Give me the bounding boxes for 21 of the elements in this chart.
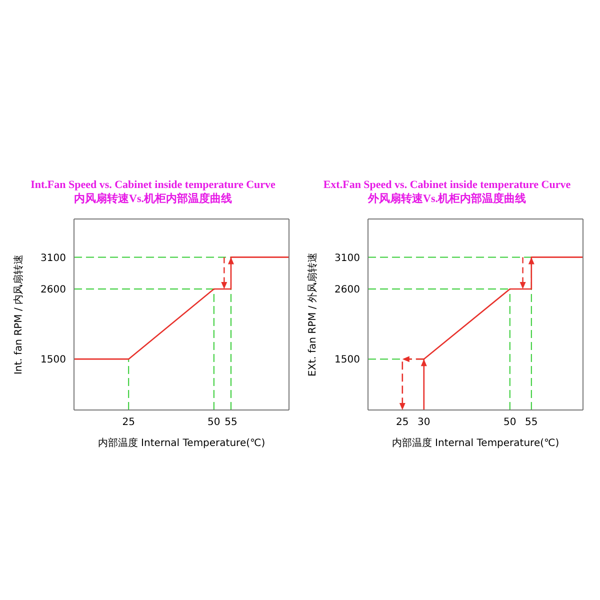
chart-subtitle: 内风扇转速Vs.机柜内部温度曲线: [73, 192, 233, 206]
y-tick-label: 1500: [40, 354, 66, 366]
x-tick-label: 25: [396, 417, 409, 428]
chart-subtitle: 外风扇转速Vs.机柜内部温度曲线: [366, 192, 527, 206]
x-tick-label: 50: [208, 417, 220, 428]
x-tick-label: 30: [418, 417, 430, 428]
x-axis-title: 内部温度 Internal Temperature(℃): [98, 437, 266, 449]
y-tick-label: 2600: [40, 284, 66, 296]
x-tick-label: 50: [504, 417, 516, 428]
x-axis-title: 内部温度 Internal Temperature(℃): [392, 437, 560, 449]
chart-title: Ext.Fan Speed vs. Cabinet inside temperature Curve: [322, 178, 572, 192]
x-tick-label: 55: [525, 417, 538, 428]
y-axis-title: Int. fan RPM / 内风扇转速: [12, 254, 25, 375]
y-tick-label: 1500: [334, 354, 360, 366]
x-tick-label: 55: [224, 417, 238, 428]
y-tick-label: 2600: [334, 284, 360, 296]
chart-title: Int.Fan Speed vs. Cabinet inside temperature Curve: [30, 178, 276, 192]
y-tick-label: 3100: [334, 252, 360, 264]
x-tick-label: 25: [122, 417, 135, 428]
y-tick-label: 3100: [40, 252, 66, 264]
y-axis-title: EXt. fan RPM / 外风扇转速: [306, 252, 319, 376]
